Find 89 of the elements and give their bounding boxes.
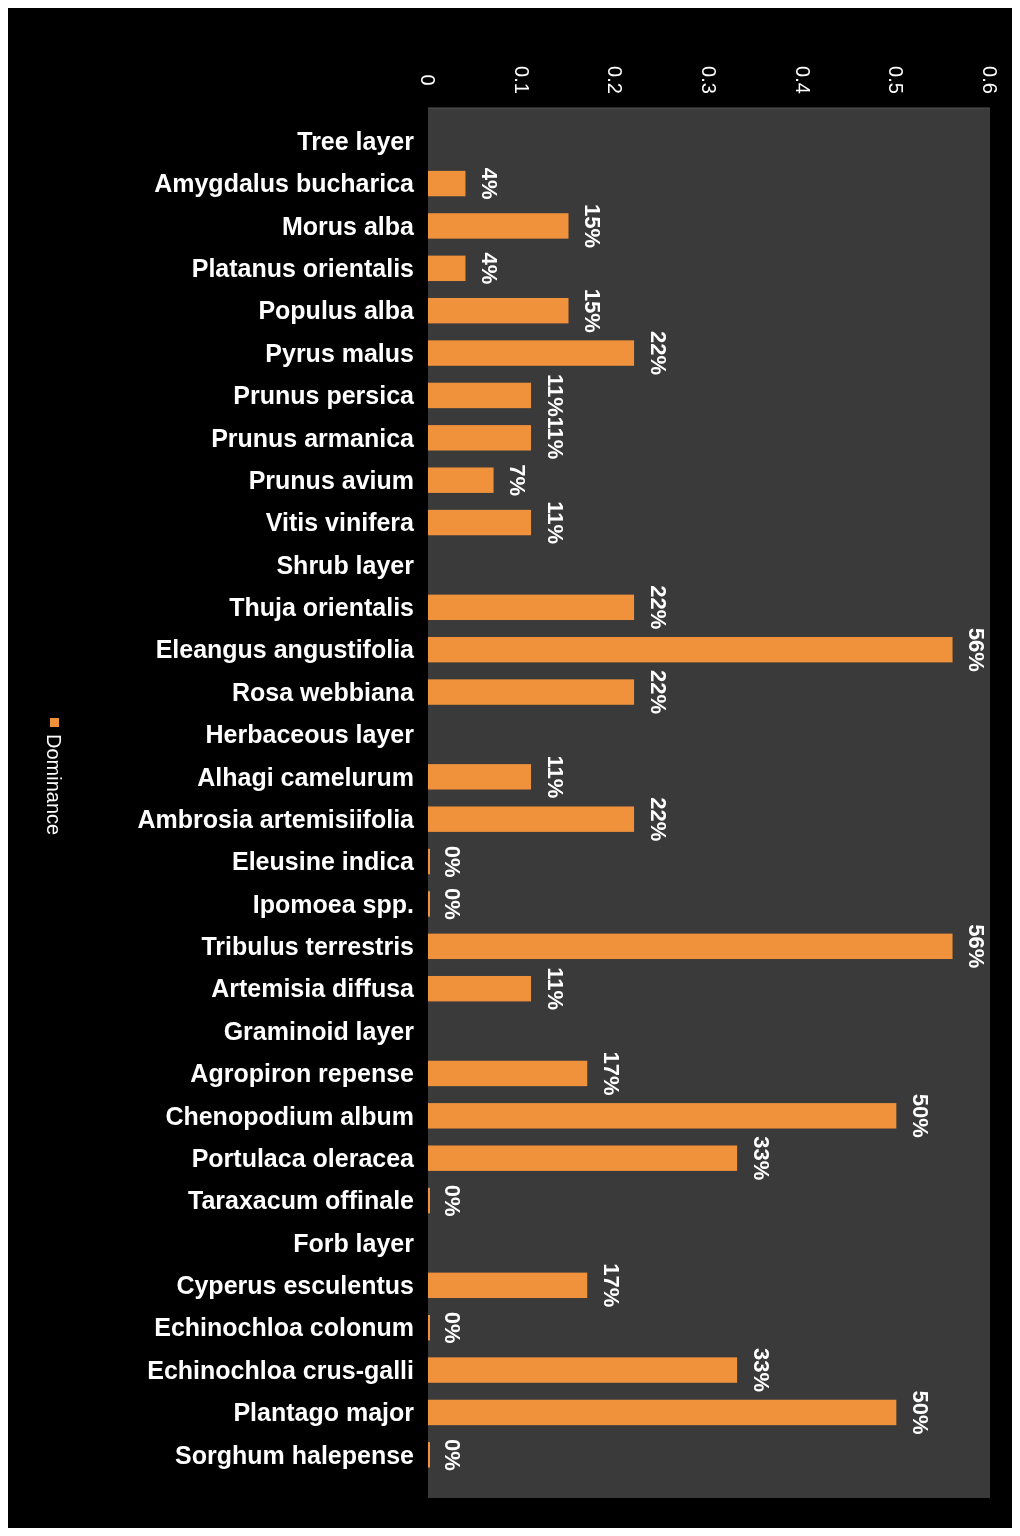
y-tick-label: Echinochloa colonum <box>154 1313 414 1342</box>
data-label: 56% <box>964 924 990 969</box>
data-label: 0% <box>439 845 465 878</box>
bar <box>428 636 953 663</box>
data-label: 33% <box>748 1348 774 1393</box>
y-tick-label: Populus alba <box>258 296 416 325</box>
data-label: 17% <box>598 1051 624 1096</box>
data-label: 15% <box>580 288 606 333</box>
y-tick-label: Alhagi camelurum <box>197 762 414 791</box>
bar <box>428 340 635 366</box>
bar <box>428 382 532 409</box>
y-tick-label: Shrub layer <box>276 550 415 579</box>
bar <box>428 255 466 282</box>
x-tick-label: 0 <box>417 74 439 86</box>
x-tick-label: 0.4 <box>791 66 814 94</box>
data-label: 11% <box>542 501 568 544</box>
data-label: 22% <box>645 797 671 842</box>
y-tick-label: Graminoid layer <box>223 1016 415 1045</box>
bar <box>428 933 953 960</box>
x-tick-label: 0.6 <box>979 66 1001 94</box>
data-label: 4% <box>477 167 503 200</box>
bar <box>428 806 635 832</box>
bar <box>428 170 466 197</box>
y-tick-label: Pyrus malus <box>265 338 414 367</box>
bar <box>428 467 494 493</box>
y-tick-label: Taraxacum offinale <box>187 1186 415 1215</box>
y-tick-label: Cyperus esculentus <box>176 1271 414 1300</box>
y-tick-label: Plantago major <box>233 1398 415 1427</box>
data-label: 33% <box>748 1136 774 1181</box>
bar <box>428 297 569 324</box>
data-label: 0% <box>439 1438 465 1471</box>
y-tick-label: Portulaca oleracea <box>191 1143 416 1172</box>
data-label: 11% <box>542 416 568 460</box>
y-tick-label: Rosa webbiana <box>232 677 416 706</box>
bar <box>428 1272 588 1299</box>
y-tick-label: Eleusine indica <box>231 847 416 876</box>
y-tick-label: Amygdalus bucharica <box>154 169 416 198</box>
legend-label: Dominance <box>43 734 65 836</box>
y-tick-label: Artemisia diffusa <box>211 974 416 1003</box>
data-label: 22% <box>645 585 671 630</box>
x-tick-label: 0.5 <box>885 66 908 94</box>
bar <box>428 594 635 621</box>
data-label: 0% <box>439 888 465 920</box>
bar <box>428 764 532 790</box>
y-tick-label: Tribulus terrestris <box>201 932 414 961</box>
bar <box>428 1060 588 1087</box>
bar <box>428 1145 738 1171</box>
bar <box>428 679 635 705</box>
x-tick-label: 0.3 <box>698 66 720 94</box>
bar <box>428 975 532 1002</box>
x-tick-label: 0.2 <box>604 66 627 94</box>
bar <box>428 1103 897 1129</box>
data-label: 50% <box>907 1093 933 1138</box>
bar <box>428 1399 897 1426</box>
y-tick-label: Echinochloa crus-galli <box>147 1355 414 1384</box>
y-tick-label: Sorghum halepense <box>175 1440 415 1469</box>
bar <box>428 213 569 239</box>
data-label: 17% <box>598 1263 624 1308</box>
bar <box>428 509 532 536</box>
y-tick-label: Herbaceous layer <box>205 720 415 749</box>
y-tick-label: Agropiron repense <box>190 1059 415 1088</box>
data-label: 56% <box>964 627 990 672</box>
y-tick-label: Prunus avium <box>248 465 414 494</box>
y-tick-label: Prunus armanica <box>211 423 416 452</box>
y-tick-label: Forb layer <box>293 1228 415 1257</box>
data-label: 11% <box>542 967 568 1011</box>
data-label: 11% <box>542 374 568 417</box>
data-label: 11% <box>542 755 568 799</box>
data-label: 4% <box>477 252 503 285</box>
data-label: 22% <box>645 670 671 715</box>
y-tick-label: Chenopodium album <box>165 1101 414 1130</box>
y-tick-label: Morus alba <box>282 211 416 240</box>
y-tick-label: Tree layer <box>297 126 415 155</box>
y-tick-label: Eleangus angustifolia <box>155 635 416 664</box>
y-tick-label: Prunus persica <box>233 381 416 410</box>
bar <box>428 1357 738 1383</box>
y-tick-label: Ambrosia artemisiifolia <box>137 804 416 833</box>
y-tick-label: Thuja orientalis <box>229 593 414 622</box>
data-label: 7% <box>505 464 531 497</box>
data-label: 0% <box>439 1311 465 1344</box>
y-tick-label: Platanus orientalis <box>191 254 414 283</box>
data-label: 15% <box>580 203 606 248</box>
data-label: 0% <box>439 1184 465 1217</box>
y-tick-label: Ipomoea spp. <box>252 889 414 918</box>
bar <box>428 425 532 451</box>
y-tick-label: Vitis vinifera <box>265 508 416 537</box>
x-tick-label: 0.1 <box>510 66 533 94</box>
data-label: 50% <box>907 1390 933 1435</box>
data-label: 22% <box>645 331 671 376</box>
